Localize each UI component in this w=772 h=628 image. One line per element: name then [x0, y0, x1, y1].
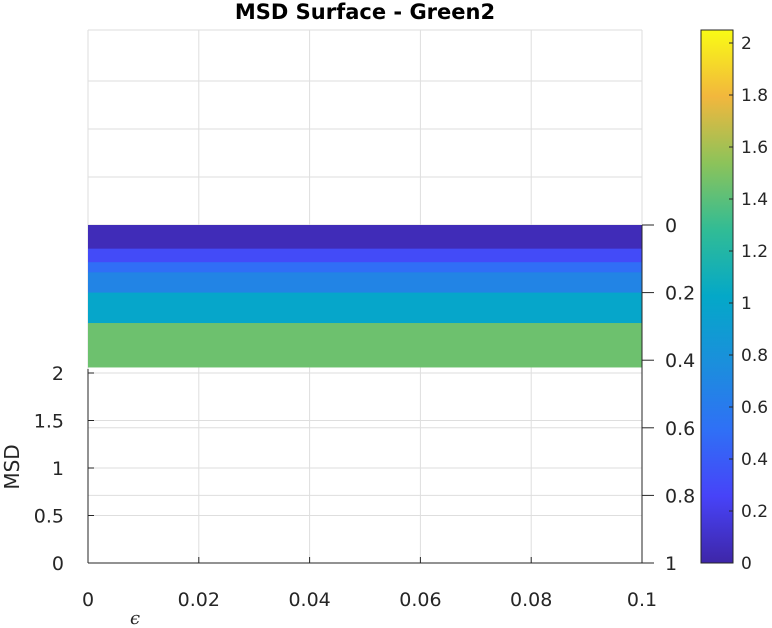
colorbar-tick-label: 2	[741, 34, 752, 54]
right-tick-label: 0.4	[665, 350, 695, 372]
axes: 0 0.02 0.04 0.06 0.08 0.1 0 0.5 1 1.5 2 0 0.2 0.4 0.6 0…	[34, 215, 695, 611]
heatmap-band	[88, 292, 642, 324]
left-tick-label: 1.5	[34, 411, 64, 433]
right-tick-label: 0.6	[665, 418, 695, 440]
colorbar-tick-label: 1	[741, 294, 752, 314]
x-tick-label: 0	[82, 589, 94, 611]
heatmap-band	[88, 262, 642, 273]
colorbar-tick-label: 0.4	[741, 450, 768, 470]
right-tick-label: 1	[665, 553, 677, 575]
heatmap-band	[88, 248, 642, 263]
chart-title: MSD Surface - Green2	[235, 0, 495, 24]
x-tick-label: 0.04	[288, 589, 330, 611]
colorbar-tick-label: 1.4	[741, 190, 768, 210]
left-tick-label: 0.5	[34, 506, 64, 528]
left-tick-label: 0	[52, 553, 64, 575]
right-tick-label: 0.2	[665, 283, 695, 305]
colorbar-tick-label: 0	[741, 554, 752, 574]
right-tick-label: 0	[665, 215, 677, 237]
right-tick-label: 0.8	[665, 485, 695, 507]
x-tick-label: 0.02	[178, 589, 220, 611]
x-tick-label: 0.06	[399, 589, 441, 611]
heatmap-bands	[88, 225, 642, 368]
x-tick-label: 0.08	[510, 589, 552, 611]
colorbar-tick-label: 0.6	[741, 398, 768, 418]
colorbar-tick-label: 1.8	[741, 86, 768, 106]
left-tick-label: 1	[52, 458, 64, 480]
heatmap-band	[88, 323, 642, 368]
x-axis-label: ϵ	[130, 608, 140, 628]
colorbar: 0 0.2 0.4 0.6 0.8 1 1.2 1.4 1.6 1.8 2	[700, 29, 768, 574]
left-tick-label: 2	[52, 363, 64, 385]
y-axis-label: MSD	[0, 444, 24, 489]
colorbar-tick-label: 1.6	[741, 138, 768, 158]
colorbar-tick-label: 1.2	[741, 242, 768, 262]
colorbar-tick-label: 0.2	[741, 502, 768, 522]
heatmap-band	[88, 225, 642, 250]
colorbar-tick-label: 0.8	[741, 346, 768, 366]
x-tick-label: 0.1	[627, 589, 657, 611]
colorbar-gradient	[700, 29, 734, 564]
heatmap-band	[88, 272, 642, 294]
